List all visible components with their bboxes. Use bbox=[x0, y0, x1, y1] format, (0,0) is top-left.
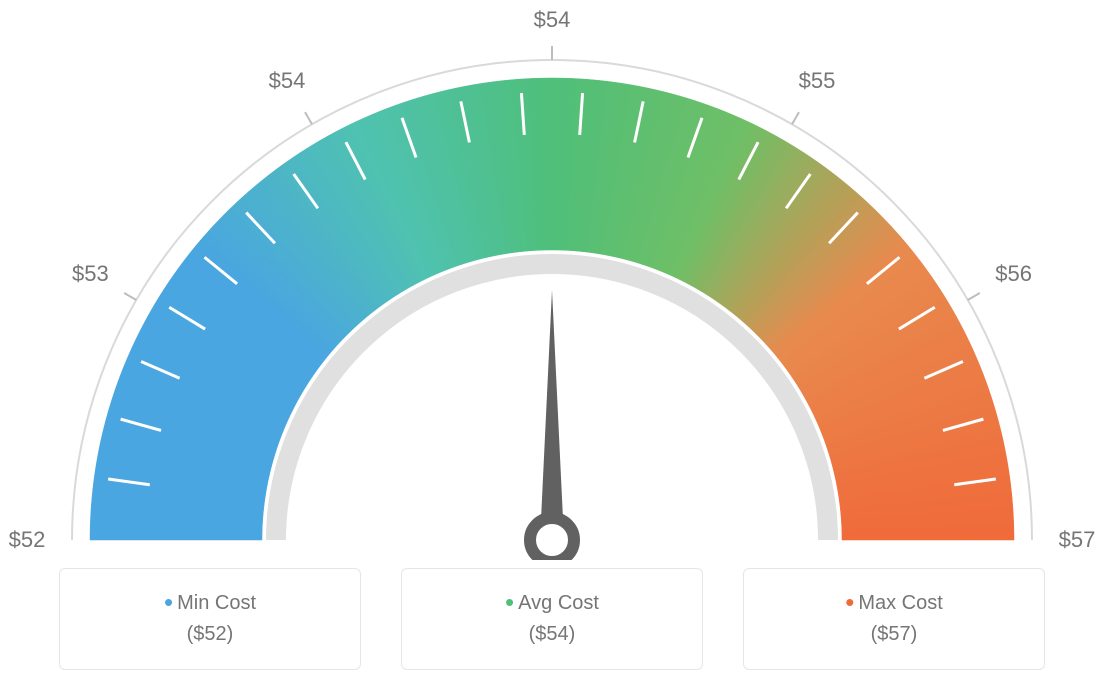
legend-card-max: • Max Cost ($57) bbox=[743, 568, 1045, 670]
gauge-tick-label: $54 bbox=[269, 68, 306, 94]
gauge-tick-label: $54 bbox=[534, 7, 571, 33]
legend-title-max: • Max Cost bbox=[845, 592, 943, 615]
legend-card-min: • Min Cost ($52) bbox=[59, 568, 361, 670]
gauge-tick-label: $55 bbox=[799, 68, 836, 94]
legend-title-avg: • Avg Cost bbox=[505, 592, 599, 615]
legend-value-min: ($52) bbox=[187, 623, 234, 646]
legend-title-min: • Min Cost bbox=[164, 592, 256, 615]
gauge-tick-label: $56 bbox=[995, 261, 1032, 287]
gauge-svg bbox=[0, 0, 1104, 560]
legend-row: • Min Cost ($52) • Avg Cost ($54) • Max … bbox=[0, 568, 1104, 670]
legend-value-avg: ($54) bbox=[529, 623, 576, 646]
legend-title-text: Max Cost bbox=[858, 592, 942, 615]
legend-title-text: Avg Cost bbox=[518, 592, 599, 615]
gauge-chart: $52 $53 $54 $54 $55 $56 $57 bbox=[0, 0, 1104, 560]
legend-title-text: Min Cost bbox=[177, 592, 256, 615]
legend-card-avg: • Avg Cost ($54) bbox=[401, 568, 703, 670]
gauge-tick-label: $52 bbox=[9, 527, 46, 553]
gauge-tick-label: $57 bbox=[1059, 527, 1096, 553]
gauge-tick-label: $53 bbox=[72, 261, 109, 287]
legend-value-max: ($57) bbox=[871, 623, 918, 646]
